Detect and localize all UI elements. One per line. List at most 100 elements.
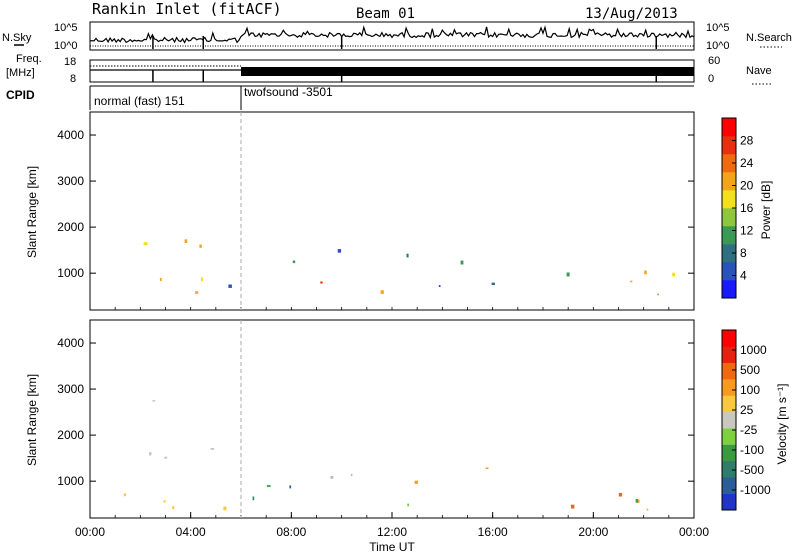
velocity-plot-background: [90, 320, 694, 518]
power-y-axis: 1000 2000 3000 4000: [57, 128, 695, 310]
ytick-label-3: 4000: [57, 336, 84, 350]
frequency-trace: [90, 65, 694, 82]
freq-tick-top: 18: [64, 56, 76, 68]
cell-1: [199, 244, 202, 248]
power-ylabel: Slant Range [km]: [25, 166, 39, 258]
cell-16: [646, 508, 649, 511]
xtick-label-4: 16:00: [478, 525, 508, 539]
colorbar-tick-label-0: 28: [740, 134, 754, 148]
cpid-panel: CPID normal (fast) 151 twofsound -3501: [6, 85, 694, 110]
noise-panel: N.Sky 10^5 10^0 10^5 10^0 N.Search: [2, 21, 792, 52]
ytick-label-0: 1000: [57, 474, 84, 488]
velocity-y-axis: 1000 2000 3000 4000: [57, 336, 695, 518]
colorbar-swatch-10: [722, 330, 736, 347]
xtick-label-6: 00:00: [679, 525, 709, 539]
ytick-label-1: 2000: [57, 428, 84, 442]
colorbar-swatch-8: [722, 136, 736, 155]
colorbar-swatch-4: [722, 428, 736, 445]
colorbar-swatch-1: [722, 262, 736, 281]
nave-label: Nave: [746, 65, 772, 77]
cell-15: [407, 503, 410, 507]
noise-left-label: N.Sky: [2, 32, 32, 44]
power-plot-background: [90, 112, 694, 310]
velocity-panel: 1000 2000 3000 4000 Slant Range [km] 1000 50…: [25, 319, 789, 554]
velocity-colorbar-label: Velocity [m s⁻¹]: [775, 383, 789, 464]
cell-7: [152, 400, 156, 402]
cell-17: [644, 270, 647, 275]
colorbar-tick-label-4: -25: [740, 423, 758, 437]
colorbar-tick-label-2: 100: [740, 383, 760, 397]
colorbar-tick-label-3: 16: [740, 201, 754, 215]
cell-0: [164, 456, 168, 459]
noise-left-tick-bottom: 10^0: [54, 40, 78, 52]
freq-label-line1: Freq.: [16, 53, 42, 65]
colorbar-swatch-2: [722, 460, 736, 478]
ytick-label-2: 3000: [57, 174, 84, 188]
cell-2: [149, 452, 152, 456]
cell-5: [163, 500, 166, 503]
ytick-label-1: 2000: [57, 220, 84, 234]
cell-10: [292, 260, 296, 264]
xtick-label-1: 04:00: [176, 525, 206, 539]
nave-tick-bottom: 0: [708, 73, 714, 85]
cell-9: [289, 485, 292, 489]
ytick-label-0: 1000: [57, 266, 84, 280]
noise-right-label: N.Search: [746, 32, 792, 44]
cell-0: [143, 242, 148, 246]
power-colorbar: 28 24 20 16 12 8 4: [721, 117, 754, 299]
freq-label-line2: [MHz]: [6, 67, 35, 79]
colorbar-tick-label-7: -1000: [740, 483, 771, 497]
colorbar-swatch-7: [722, 379, 736, 396]
cell-2: [184, 239, 188, 243]
colorbar-swatch-5: [722, 190, 736, 209]
cell-18: [637, 499, 640, 503]
power-data: [143, 239, 675, 296]
velocity-data: [123, 400, 649, 511]
cell-19: [570, 504, 575, 509]
colorbar-swatch-9: [722, 118, 736, 137]
colorbar-swatch-7: [722, 154, 736, 173]
cell-14: [491, 282, 495, 285]
cpid-mode-2: twofsound -3501: [244, 85, 333, 99]
colorbar-swatch-8: [722, 362, 736, 380]
velocity-colorbar: 1000 500 100 25 -25 -100 -500 -1000: [721, 329, 771, 511]
xtick-label-2: 08:00: [276, 525, 306, 539]
ytick-label-3: 4000: [57, 128, 84, 142]
colorbar-swatch-0: [722, 280, 736, 299]
colorbar-tick-label-5: 8: [740, 246, 747, 260]
cell-6: [195, 291, 199, 294]
cell-3: [123, 493, 126, 497]
cell-15: [566, 272, 570, 277]
cpid-label: CPID: [6, 88, 35, 102]
cell-6: [223, 506, 227, 511]
beam-title: Beam 01: [356, 6, 415, 22]
colorbar-tick-label-1: 24: [740, 156, 754, 170]
cell-4: [159, 277, 162, 282]
station-title: Rankin Inlet (fitACF): [92, 0, 282, 18]
colorbar-swatch-5: [722, 411, 736, 429]
noise-panel-frame: [89, 21, 695, 51]
cell-13: [414, 480, 418, 484]
cell-1: [210, 448, 215, 450]
colorbar-swatch-0: [722, 493, 736, 511]
nave-tick-top: 60: [708, 55, 720, 67]
noise-left-tick-top: 10^5: [54, 22, 78, 34]
cell-18: [672, 272, 675, 277]
colorbar-tick-label-3: 25: [740, 403, 754, 417]
power-colorbar-label: Power [dB]: [759, 181, 773, 240]
colorbar-tick-label-6: -500: [740, 463, 764, 477]
colorbar-swatch-4: [722, 208, 736, 227]
cell-4: [172, 506, 175, 510]
colorbar-tick-label-1: 500: [740, 363, 760, 377]
cpid-mode-1: normal (fast) 151: [94, 94, 185, 108]
cell-11: [406, 253, 409, 258]
xtick-label-0: 00:00: [75, 525, 105, 539]
freq-band-mode2: [241, 67, 694, 76]
ytick-label-2: 3000: [57, 382, 84, 396]
colorbar-swatch-6: [722, 395, 736, 413]
frequency-panel: Freq. [MHz] 18 8 60 0 Nave: [6, 53, 772, 85]
power-panel: 1000 2000 3000 4000 Slant Range [km] 28 24 20…: [25, 111, 773, 311]
colorbar-swatch-3: [722, 444, 736, 462]
xtick-label-3: 12:00: [377, 525, 407, 539]
time-x-axis: 00:00 04:00 08:00 12:00 16:00 20:00 00:00: [75, 512, 709, 539]
